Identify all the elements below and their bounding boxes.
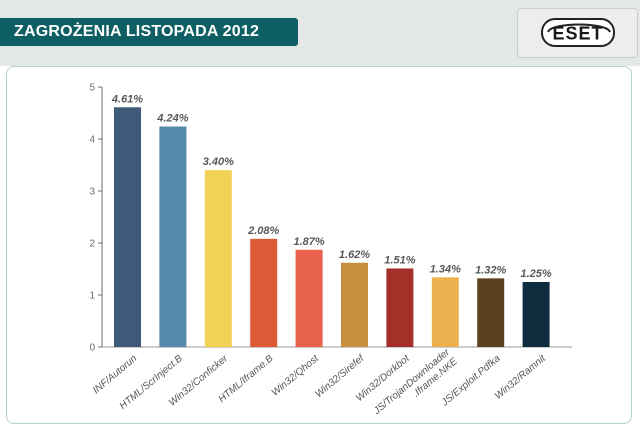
bar bbox=[341, 262, 368, 347]
bar-value-label: 1.32% bbox=[475, 264, 506, 276]
bar bbox=[204, 170, 232, 347]
bar bbox=[386, 268, 414, 347]
bar-value-label: 3.40% bbox=[203, 156, 234, 168]
y-tick-label: 5 bbox=[89, 83, 95, 94]
eset-logo: ESET bbox=[517, 8, 638, 58]
bar-value-label: 1.34% bbox=[430, 263, 461, 275]
bar bbox=[250, 238, 278, 347]
bar bbox=[477, 278, 505, 347]
bar-value-label: 4.24% bbox=[156, 113, 188, 125]
category-label-text: INF/Autorun bbox=[91, 353, 140, 396]
y-tick-label: 2 bbox=[89, 239, 95, 250]
bar bbox=[522, 282, 550, 347]
bar-value-label: 2.08% bbox=[247, 225, 279, 237]
eset-logo-icon: ESET bbox=[541, 18, 615, 47]
y-tick-label: 4 bbox=[89, 135, 95, 146]
category-label: Win32/Ramnit bbox=[493, 352, 549, 402]
category-label-text: Win32/Ramnit bbox=[493, 352, 549, 402]
category-label: JS/TrojanDownloader.Iframe.NKE bbox=[371, 347, 460, 418]
bar-value-label: 1.51% bbox=[384, 254, 415, 266]
bar bbox=[431, 277, 459, 347]
title-banner: ZAGROŻENIA LISTOPADA 2012 bbox=[0, 18, 298, 46]
bar bbox=[295, 249, 323, 347]
eset-logo-text: ESET bbox=[552, 24, 603, 44]
bar-value-label: 1.25% bbox=[520, 268, 551, 280]
bar bbox=[159, 126, 187, 348]
chart-card bbox=[6, 66, 632, 424]
y-tick-label: 0 bbox=[89, 343, 95, 354]
y-tick-label: 3 bbox=[89, 187, 95, 198]
bar-value-label: 4.61% bbox=[111, 93, 143, 105]
category-label: INF/Autorun bbox=[91, 353, 140, 396]
page-title: ZAGROŻENIA LISTOPADA 2012 bbox=[14, 23, 260, 40]
y-tick-label: 1 bbox=[89, 291, 95, 302]
bar-value-label: 1.62% bbox=[339, 249, 370, 261]
bar-value-label: 1.87% bbox=[293, 236, 324, 248]
bar bbox=[114, 107, 141, 347]
